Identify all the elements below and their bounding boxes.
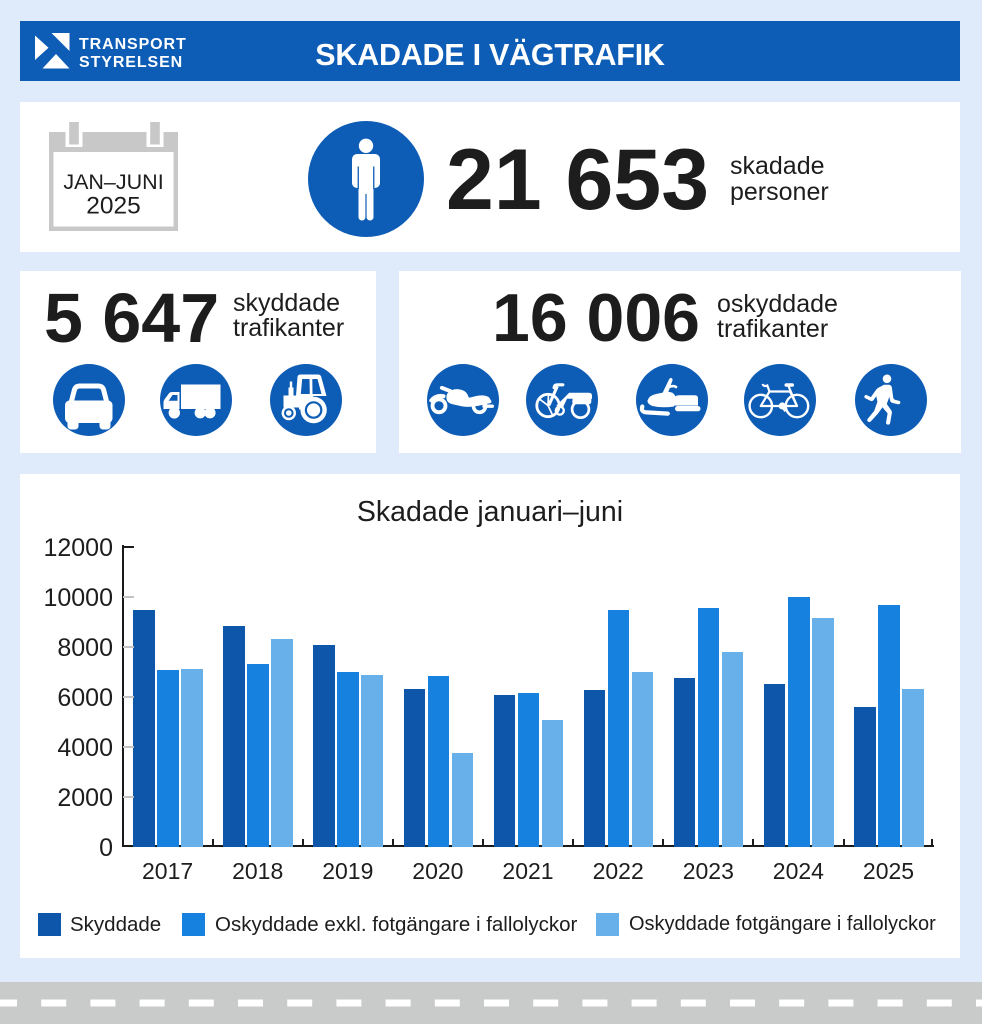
svg-text:2025: 2025	[86, 193, 141, 220]
svg-text:JAN–JUNI: JAN–JUNI	[63, 170, 163, 194]
